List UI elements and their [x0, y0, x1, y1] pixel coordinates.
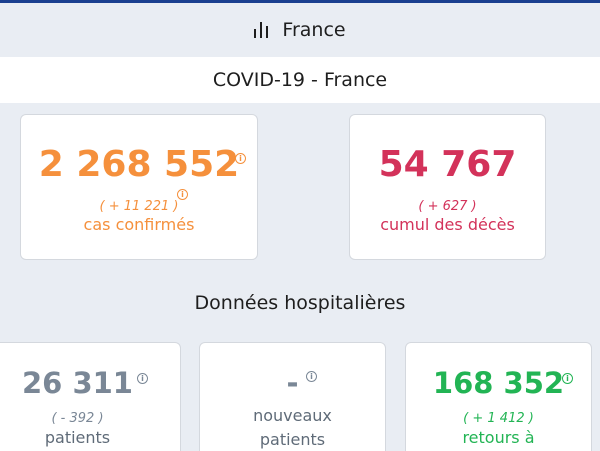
card-confirmed-cases[interactable]: 2 268 552 i ( + 11 221 ) i cas confirmés [20, 114, 258, 260]
top-accent-line [0, 0, 600, 3]
section-title-main: COVID-19 - France [212, 69, 388, 91]
returns-home-label: retours à [462, 428, 535, 447]
confirmed-cases-delta: ( + 11 221 ) [99, 199, 179, 214]
card-new-patients[interactable]: - i nouveaux patients [199, 342, 386, 451]
info-icon[interactable]: i [177, 189, 188, 200]
info-icon[interactable]: i [137, 373, 148, 384]
page-title: France [282, 18, 346, 41]
info-icon[interactable]: i [306, 371, 317, 382]
new-patients-label-line1: nouveaux [253, 406, 332, 425]
card-deaths[interactable]: 54 767 ( + 627 ) cumul des décès [349, 114, 546, 260]
hospitalized-value: 26 311 [22, 366, 133, 400]
page-header: France [0, 3, 600, 56]
confirmed-cases-label: cas confirmés [83, 215, 195, 234]
deaths-value: 54 767 [378, 144, 517, 185]
new-patients-value: - [286, 366, 299, 400]
section-header-main: COVID-19 - France [0, 57, 600, 103]
card-hospitalized-patients[interactable]: 26 311 i ( - 392 ) patients [0, 342, 181, 451]
hospitalized-label: patients [44, 428, 111, 447]
section-title-hospital: Données hospitalières [194, 292, 406, 314]
deaths-delta: ( + 627 ) [418, 199, 477, 214]
hospitalized-delta: ( - 392 ) [51, 411, 104, 426]
deaths-label: cumul des décès [380, 215, 515, 234]
section-header-hospital: Données hospitalières [0, 280, 600, 326]
new-patients-label-line2: patients [259, 430, 326, 449]
returns-home-delta: ( + 1 412 ) [463, 411, 534, 426]
confirmed-cases-value: 2 268 552 [38, 144, 240, 185]
info-icon[interactable]: i [235, 153, 246, 164]
card-returns-home[interactable]: 168 352 i ( + 1 412 ) retours à [405, 342, 592, 451]
info-icon[interactable]: i [562, 373, 573, 384]
bar-chart-icon [254, 21, 269, 38]
returns-home-value: 168 352 [432, 366, 565, 400]
